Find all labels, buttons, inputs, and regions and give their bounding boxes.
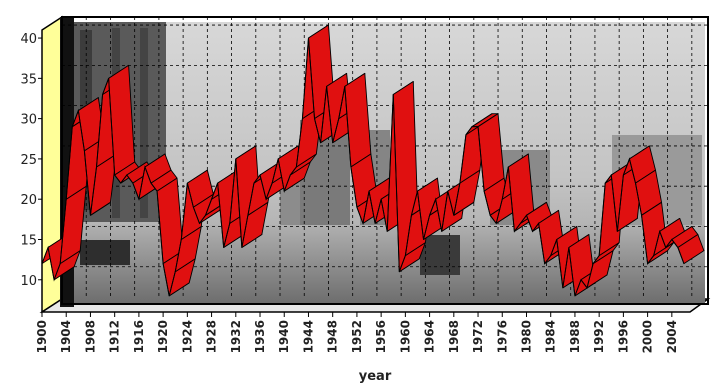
plot-border xyxy=(61,16,709,305)
x-tick-label: 1904 xyxy=(59,320,73,353)
y-tick-label: 20 xyxy=(20,193,37,208)
y-tick-label: 10 xyxy=(20,274,37,289)
x-tick-label: 1980 xyxy=(519,320,533,353)
y-tick-label: 25 xyxy=(20,153,37,168)
x-tick-label: 1920 xyxy=(156,320,170,353)
x-tick-label: 1940 xyxy=(277,320,291,353)
x-tick-label: 1948 xyxy=(326,320,340,353)
x-tick-label: 1912 xyxy=(108,320,122,353)
x-tick-label: 1928 xyxy=(205,320,219,353)
x-axis-ticks: 1900 1904 1908 1912 1916 1920 1924 1928 1932 1936… xyxy=(35,312,679,353)
x-axis-title: year xyxy=(359,369,392,383)
y-tick-label: 15 xyxy=(20,233,37,248)
x-tick-label: 1916 xyxy=(132,320,146,353)
x-tick-label: 1976 xyxy=(495,320,509,353)
y-tick-label: 40 xyxy=(20,32,37,47)
x-tick-label: 1996 xyxy=(616,320,630,353)
x-tick-label: 1992 xyxy=(592,320,606,353)
x-tick-label: 1932 xyxy=(229,320,243,353)
x-tick-label: 1964 xyxy=(423,320,437,353)
x-tick-label: 1924 xyxy=(180,320,194,353)
x-tick-label: 1908 xyxy=(83,320,97,353)
x-tick-label: 1984 xyxy=(544,320,558,353)
x-tick-label: 1956 xyxy=(374,320,388,353)
x-tick-label: 1988 xyxy=(568,320,582,353)
x-tick-label: 1944 xyxy=(301,320,315,353)
series-ribbon xyxy=(41,24,705,297)
x-tick-label: 1960 xyxy=(398,320,412,353)
y-tick-label: 35 xyxy=(20,72,37,87)
x-tick-label: 1936 xyxy=(253,320,267,353)
y-tick-label: 30 xyxy=(20,113,37,128)
x-tick-label: 1900 xyxy=(35,320,49,353)
x-tick-label: 2004 xyxy=(665,320,679,353)
series-line xyxy=(41,38,685,297)
y-axis-ticks: 10 15 20 25 30 35 40 xyxy=(20,32,42,289)
x-tick-label: 1952 xyxy=(350,320,364,353)
x-tick-label: 1972 xyxy=(471,320,485,353)
x-tick-label: 1968 xyxy=(447,320,461,353)
x-tick-label: 2000 xyxy=(641,320,655,353)
